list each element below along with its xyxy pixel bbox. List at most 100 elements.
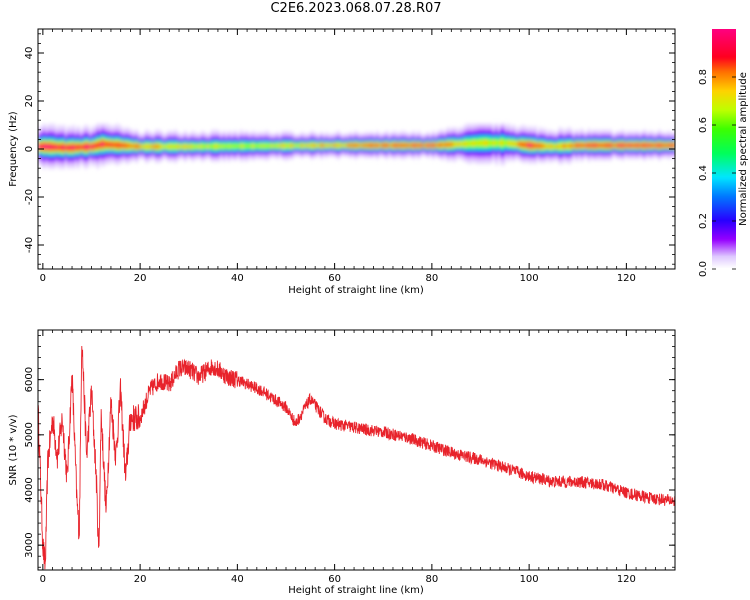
heatmap-cell xyxy=(490,153,494,156)
heatmap-cell xyxy=(259,143,263,145)
heatmap-cell xyxy=(50,123,54,126)
heatmap-cell xyxy=(108,128,112,131)
heatmap-cell xyxy=(371,151,375,154)
heatmap-cell xyxy=(91,157,95,160)
heatmap-cell xyxy=(436,140,440,143)
heatmap-cell xyxy=(84,143,88,145)
heatmap-cell xyxy=(67,138,71,140)
heatmap-cell xyxy=(217,141,221,144)
heatmap-cell xyxy=(285,146,290,149)
heatmap-cell xyxy=(324,133,328,136)
heatmap-cell xyxy=(434,150,438,152)
heatmap-cell xyxy=(72,128,76,131)
heatmap-cell xyxy=(456,146,460,149)
heatmap-cell xyxy=(176,132,180,134)
heatmap-cell xyxy=(361,144,365,146)
heatmap-cell xyxy=(392,149,397,151)
heatmap-cell xyxy=(327,144,331,146)
heatmap-cell xyxy=(132,158,136,161)
heatmap-cell xyxy=(278,139,282,142)
heatmap-cell xyxy=(487,127,491,130)
heatmap-cell xyxy=(397,145,401,148)
heatmap-cell xyxy=(412,145,416,148)
heatmap-cell xyxy=(249,135,253,138)
heatmap-cell xyxy=(183,138,187,140)
heatmap-cell xyxy=(225,137,229,139)
heatmap-cell xyxy=(237,149,241,151)
heatmap-cell xyxy=(79,162,83,164)
heatmap-cell xyxy=(339,137,343,139)
heatmap-cell xyxy=(453,152,457,155)
heatmap-cell xyxy=(473,161,477,163)
heatmap-cell xyxy=(256,147,260,150)
heatmap-cell xyxy=(93,132,97,134)
heatmap-cell xyxy=(81,143,85,145)
heatmap-cell xyxy=(341,146,345,149)
heatmap-cell xyxy=(76,156,80,158)
heatmap-cell xyxy=(285,131,290,133)
heatmap-cell xyxy=(191,131,195,133)
heatmap-cell xyxy=(64,134,68,137)
heatmap-cell xyxy=(57,164,61,167)
heatmap-cell xyxy=(166,140,170,143)
heatmap-cell xyxy=(144,150,149,152)
heatmap-cell xyxy=(439,139,443,142)
heatmap-cell xyxy=(176,151,180,154)
heatmap-cell xyxy=(485,158,489,161)
heatmap-cell xyxy=(383,149,387,151)
heatmap-cell xyxy=(42,131,46,133)
heatmap-cell xyxy=(407,143,411,145)
heatmap-cell xyxy=(315,151,319,154)
heatmap-cell xyxy=(417,138,421,140)
heatmap-cell xyxy=(222,134,226,137)
heatmap-cell xyxy=(191,150,195,152)
heatmap-cell xyxy=(79,137,83,139)
heatmap-cell xyxy=(514,146,518,149)
heatmap-cell xyxy=(310,134,314,137)
heatmap-cell xyxy=(144,147,149,150)
heatmap-cell xyxy=(337,140,341,143)
heatmap-cell xyxy=(103,155,107,157)
heatmap-cell xyxy=(512,147,516,150)
heatmap-cell xyxy=(213,133,217,136)
heatmap-cell xyxy=(390,140,394,143)
heatmap-cell xyxy=(487,151,491,154)
heatmap-cell xyxy=(220,139,224,142)
heatmap-cell xyxy=(213,139,217,142)
heatmap-cell xyxy=(239,134,243,137)
heatmap-cell xyxy=(283,131,287,133)
heatmap-cell xyxy=(409,143,414,145)
heatmap-cell xyxy=(242,143,246,145)
heatmap-cell xyxy=(64,129,68,132)
heatmap-cell xyxy=(164,157,168,160)
heatmap-cell xyxy=(254,137,258,139)
heatmap-cell xyxy=(213,140,217,143)
heatmap-cell xyxy=(419,133,423,136)
heatmap-cell xyxy=(480,127,484,130)
heatmap-cell xyxy=(495,159,499,162)
heatmap-cell xyxy=(186,144,190,146)
heatmap-cell xyxy=(422,145,426,148)
heatmap-cell xyxy=(169,153,173,156)
heatmap-cell xyxy=(96,125,100,127)
heatmap-cell xyxy=(247,146,251,149)
heatmap-cell xyxy=(504,139,508,142)
heatmap-cell xyxy=(67,164,71,167)
heatmap-cell xyxy=(453,135,457,138)
heatmap-cell xyxy=(142,152,146,155)
heatmap-cell xyxy=(98,126,102,128)
heatmap-cell xyxy=(409,137,414,139)
heatmap-cell xyxy=(127,146,131,149)
heatmap-cell xyxy=(67,157,71,160)
heatmap-cell xyxy=(334,156,338,158)
heatmap-cell xyxy=(89,156,93,158)
heatmap-cell xyxy=(101,164,105,167)
heatmap-cell xyxy=(261,140,265,143)
heatmap-cell xyxy=(81,152,85,155)
heatmap-cell xyxy=(144,153,149,156)
heatmap-cell xyxy=(463,150,467,152)
heatmap-cell xyxy=(497,129,501,132)
heatmap-cell xyxy=(140,145,144,148)
heatmap-cell xyxy=(72,135,76,138)
heatmap-cell xyxy=(261,144,265,146)
